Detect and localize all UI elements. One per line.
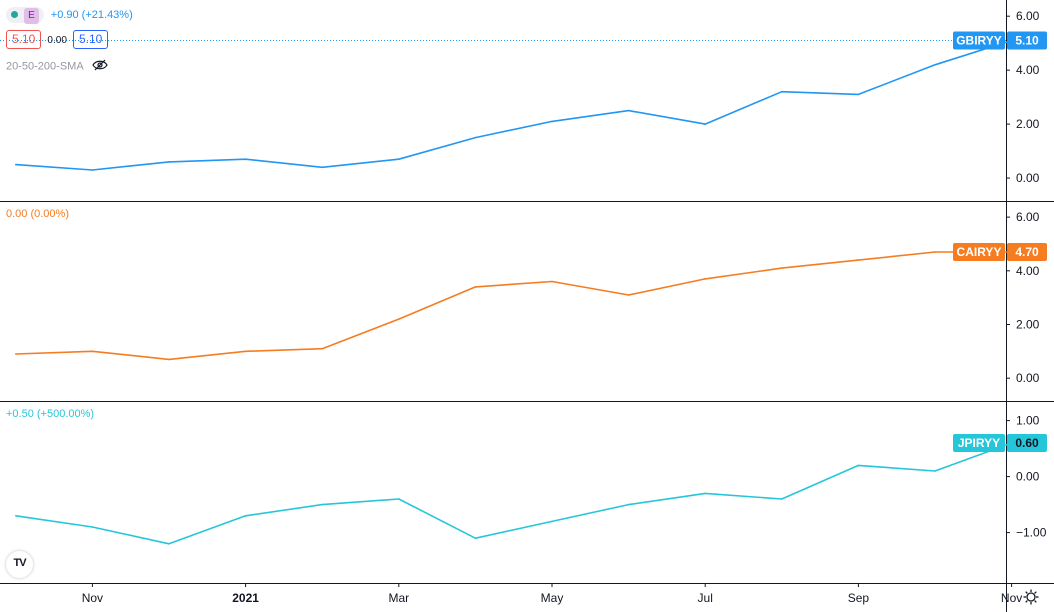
logo-text: TV	[13, 557, 26, 569]
series-name-tag[interactable]	[953, 31, 1005, 50]
x-tick-label: Mar	[388, 591, 409, 605]
y-tick-label: 0.00	[1016, 371, 1040, 385]
data-point	[781, 498, 783, 500]
last-value-tag	[1007, 243, 1047, 262]
y-tick-label: −1.00	[1016, 526, 1047, 540]
data-point	[398, 158, 400, 160]
y-tick-label: 4.00	[1016, 264, 1040, 278]
data-point	[398, 498, 400, 500]
series-line-jpiryy	[15, 442, 1012, 545]
status-dot-icon	[11, 11, 18, 18]
data-point	[781, 267, 783, 269]
series-name-label: CAIRYY	[957, 245, 1002, 259]
series-name-label: JPIRYY	[958, 436, 1000, 450]
data-point	[934, 470, 936, 472]
last-value-label: 0.60	[1015, 436, 1039, 450]
data-point	[91, 169, 94, 171]
y-tick-label: 1.00	[1016, 414, 1040, 428]
y-tick-label: 2.00	[1016, 317, 1040, 331]
y-tick-label: 4.00	[1016, 63, 1040, 77]
data-point	[91, 526, 94, 528]
data-point	[704, 278, 706, 280]
data-point	[857, 464, 860, 467]
series-line-cairyy	[15, 251, 1012, 361]
symbol-legend[interactable]: E +0.90 (+21.43%)	[6, 7, 133, 24]
last-value-tag	[1007, 434, 1047, 452]
data-point	[15, 163, 17, 166]
data-point	[244, 515, 247, 517]
data-point	[244, 350, 247, 353]
data-point	[857, 259, 860, 261]
y-tick-label: 2.00	[1016, 117, 1040, 131]
series-name-tag[interactable]	[953, 434, 1005, 452]
spread-value: 0.00	[47, 35, 67, 46]
data-point	[627, 294, 630, 296]
data-point	[551, 280, 553, 283]
gear-icon[interactable]	[1022, 588, 1040, 606]
last-value-label: 4.70	[1015, 245, 1039, 259]
sell-price-box[interactable]: 5.10	[6, 30, 42, 49]
pane2-change: 0.00 (0.00%)	[6, 208, 69, 220]
data-point	[91, 350, 94, 353]
data-point	[627, 109, 630, 112]
series-name-label: GBIRYY	[956, 33, 1002, 47]
data-point	[321, 347, 324, 350]
data-point	[168, 543, 170, 545]
data-point	[934, 63, 936, 66]
data-point	[168, 358, 170, 361]
indicator-legend[interactable]: 20-50-200-SMA	[6, 59, 108, 74]
series-line-gbiryy	[15, 39, 1012, 171]
y-tick-label: 0.00	[1016, 171, 1040, 185]
last-value-label: 5.10	[1015, 33, 1039, 47]
data-point	[474, 286, 477, 288]
tradingview-logo[interactable]: TV	[6, 551, 33, 578]
last-value-tag	[1007, 31, 1047, 50]
legend-change: +0.90 (+21.43%)	[50, 9, 133, 21]
x-tick-label: Nov	[1001, 591, 1022, 605]
data-point	[704, 123, 706, 125]
data-point	[934, 251, 936, 253]
x-tick-label: Nov	[82, 591, 103, 605]
x-tick-label: Sep	[848, 591, 870, 605]
series-name-tag[interactable]	[953, 243, 1005, 262]
data-point	[321, 503, 324, 506]
data-point	[15, 515, 17, 517]
buy-price-box[interactable]: 5.10	[72, 30, 109, 49]
y-tick-label: 0.00	[1016, 470, 1040, 484]
y-tick-label: 6.00	[1016, 9, 1040, 23]
eye-off-icon[interactable]	[92, 59, 108, 74]
data-point	[398, 318, 400, 320]
indicator-label: 20-50-200-SMA	[6, 60, 84, 73]
data-point	[551, 120, 553, 123]
data-point	[15, 353, 17, 355]
pane3-change: +0.50 (+500.00%)	[6, 408, 95, 420]
data-point	[627, 503, 630, 506]
data-point	[474, 537, 477, 539]
price-boxes: 5.10 0.00 5.10	[6, 30, 109, 49]
data-point	[781, 90, 783, 93]
data-point	[704, 492, 706, 495]
y-tick-label: 6.00	[1016, 210, 1040, 224]
data-point	[857, 93, 860, 96]
x-tick-label: May	[541, 591, 564, 605]
exchange-badge: E	[24, 8, 39, 24]
data-point	[551, 520, 553, 523]
x-tick-label: Jul	[698, 591, 713, 605]
data-point	[168, 161, 170, 163]
data-point	[474, 136, 477, 139]
data-point	[244, 158, 247, 160]
x-tick-label: 2021	[232, 591, 259, 605]
data-point	[321, 166, 324, 169]
